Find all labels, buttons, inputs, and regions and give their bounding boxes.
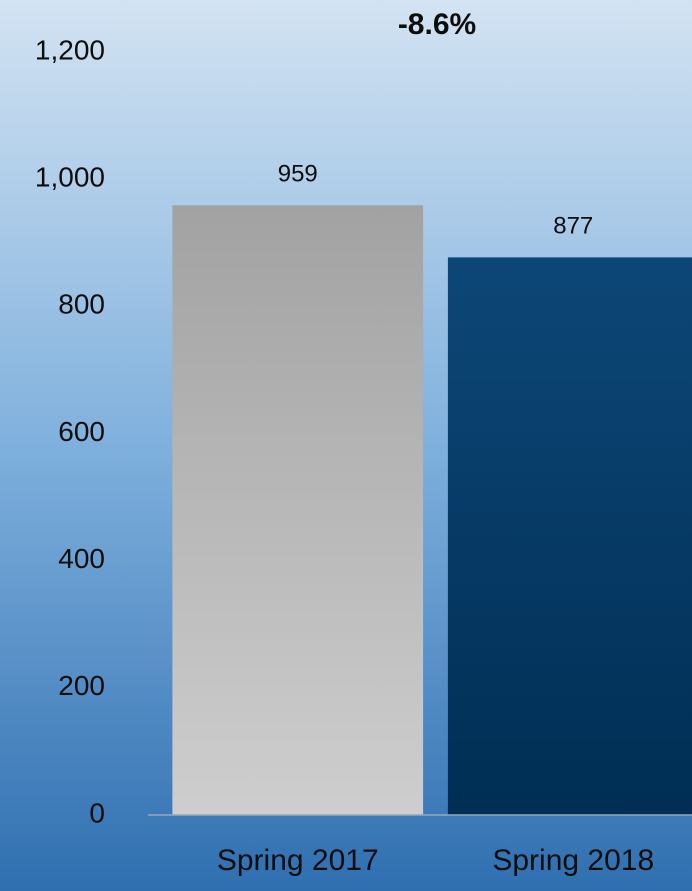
value-label: 877 — [553, 213, 593, 240]
y-tick-label: 1,000 — [35, 162, 105, 193]
bar — [172, 205, 424, 815]
x-tick-label: Spring 2018 — [492, 844, 654, 877]
annotation: -8.6% — [398, 8, 476, 41]
y-tick-label: 600 — [58, 416, 105, 447]
bar — [447, 257, 692, 816]
x-tick-label: Spring 2017 — [217, 844, 379, 877]
y-tick-label: 200 — [58, 670, 105, 701]
y-tick-label: 1,200 — [35, 34, 105, 65]
y-tick-label: 0 — [89, 797, 105, 828]
y-tick-label: 400 — [58, 543, 105, 574]
y-tick-label: 800 — [58, 289, 105, 320]
value-label: 959 — [278, 161, 318, 188]
